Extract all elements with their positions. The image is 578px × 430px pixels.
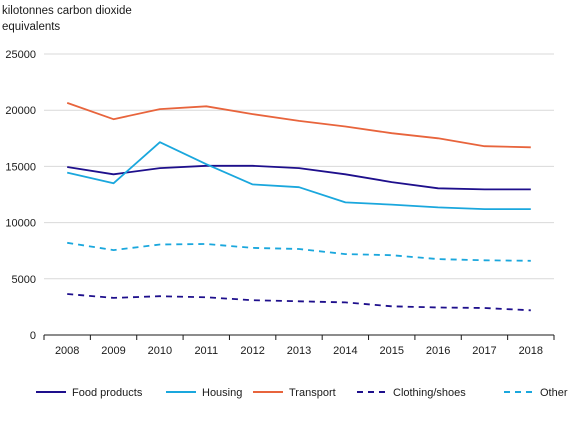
legend-label: Food products — [72, 387, 143, 399]
x-tick-label: 2008 — [55, 345, 79, 357]
x-tick-label: 2017 — [472, 345, 496, 357]
data-point — [437, 258, 439, 260]
data-point — [530, 208, 532, 210]
x-tick-label: 2015 — [379, 345, 403, 357]
data-point — [112, 249, 114, 251]
data-point — [530, 260, 532, 262]
data-point — [298, 186, 300, 188]
x-tick-label: 2016 — [426, 345, 450, 357]
data-point — [66, 293, 68, 295]
data-point — [298, 300, 300, 302]
data-point — [159, 243, 161, 245]
data-point — [483, 188, 485, 190]
data-point — [344, 253, 346, 255]
x-tick-label: 2011 — [194, 345, 218, 357]
x-tick-label: 2009 — [101, 345, 125, 357]
data-point — [251, 183, 253, 185]
legend-label: Clothing/shoes — [393, 387, 466, 399]
data-point — [159, 295, 161, 297]
data-point — [437, 306, 439, 308]
data-point — [298, 248, 300, 250]
data-point — [391, 132, 393, 134]
data-point — [391, 181, 393, 183]
series-line-3 — [66, 102, 531, 149]
data-point — [159, 167, 161, 169]
legend-label: Transport — [289, 387, 336, 399]
x-tick-label: 2013 — [287, 345, 311, 357]
x-tick-label: 2010 — [148, 345, 172, 357]
y-tick-label: 0 — [30, 330, 36, 342]
data-point — [66, 166, 68, 168]
data-point — [112, 118, 114, 120]
data-point — [112, 182, 114, 184]
data-point — [483, 259, 485, 261]
series-line-1 — [67, 164, 531, 191]
x-tick-label: 2018 — [519, 345, 543, 357]
data-point — [66, 171, 68, 173]
data-point — [205, 163, 207, 165]
data-point — [391, 305, 393, 307]
y-tick-label: 5000 — [12, 274, 36, 286]
data-point — [530, 146, 532, 148]
y-tick-label: 25000 — [5, 49, 36, 61]
data-point — [437, 187, 439, 189]
data-point — [437, 206, 439, 208]
data-point — [391, 203, 393, 205]
data-point — [205, 105, 207, 107]
data-point — [251, 165, 253, 167]
y-tick-label: 10000 — [5, 218, 36, 230]
legend-label: Housing — [202, 387, 242, 399]
series-line-2 — [66, 141, 531, 211]
data-point — [530, 309, 532, 311]
data-point — [483, 307, 485, 309]
data-point — [66, 102, 68, 104]
data-point — [483, 208, 485, 210]
data-point — [344, 201, 346, 203]
legend-label: Other — [540, 387, 568, 399]
x-tick-label: 2012 — [240, 345, 264, 357]
data-point — [66, 242, 68, 244]
data-point — [251, 299, 253, 301]
x-tick-label: 2014 — [333, 345, 357, 357]
data-point — [344, 173, 346, 175]
data-point — [112, 297, 114, 299]
series-line-4 — [67, 293, 531, 312]
y-tick-label: 15000 — [5, 161, 36, 173]
data-point — [298, 167, 300, 169]
data-point — [391, 254, 393, 256]
data-point — [159, 108, 161, 110]
data-point — [251, 247, 253, 249]
series-line-5 — [67, 241, 531, 262]
data-point — [483, 145, 485, 147]
data-point — [112, 173, 114, 175]
y-axis-label: kilotonnes carbon dioxide equivalents — [2, 5, 132, 33]
data-point — [205, 243, 207, 245]
data-point — [530, 188, 532, 190]
data-point — [205, 296, 207, 298]
data-point — [298, 120, 300, 122]
data-point — [344, 301, 346, 303]
data-point — [159, 141, 161, 143]
data-point — [437, 137, 439, 139]
data-point — [344, 125, 346, 127]
data-point — [251, 113, 253, 115]
y-tick-label: 20000 — [5, 105, 36, 117]
